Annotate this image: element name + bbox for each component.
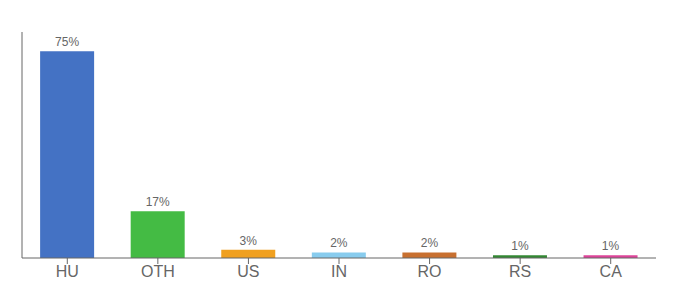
svg-text:RO: RO (418, 263, 442, 280)
svg-text:3%: 3% (240, 234, 258, 248)
svg-text:US: US (237, 263, 259, 280)
svg-text:RS: RS (509, 263, 531, 280)
svg-text:75%: 75% (55, 35, 79, 49)
svg-text:1%: 1% (511, 239, 529, 253)
svg-text:2%: 2% (330, 236, 348, 250)
svg-text:OTH: OTH (141, 263, 175, 280)
svg-text:1%: 1% (602, 239, 620, 253)
svg-text:2%: 2% (421, 236, 439, 250)
svg-text:CA: CA (600, 263, 623, 280)
svg-text:HU: HU (56, 263, 79, 280)
svg-text:17%: 17% (146, 195, 170, 209)
svg-text:IN: IN (331, 263, 347, 280)
